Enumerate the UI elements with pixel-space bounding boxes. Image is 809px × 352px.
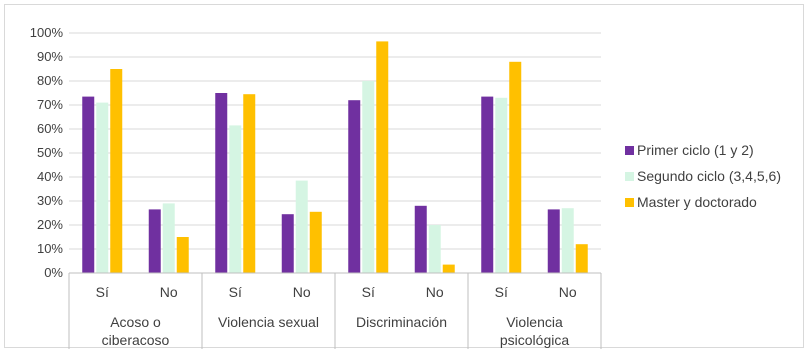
bar <box>110 69 123 273</box>
bar-chart: 0%10%20%30%40%50%60%70%80%90%100% Sí No Sí… <box>30 25 781 349</box>
bar <box>547 209 560 273</box>
group-label: ciberacoso <box>102 332 170 348</box>
y-tick-label: 100% <box>30 25 64 40</box>
bar <box>575 244 588 273</box>
legend-label: Primer ciclo (1 y 2) <box>637 142 754 158</box>
bar <box>96 102 109 273</box>
x-tick-label: No <box>426 284 444 300</box>
group-label: psicológica <box>500 332 569 348</box>
chart-frame: 0% 10% 20% 30% 40% 50% 60% 70% 80% 90% 100% Sí No Sí… <box>4 4 804 349</box>
group-label: Violencia <box>506 314 563 330</box>
bar <box>82 96 95 273</box>
x-tick-label: No <box>559 284 577 300</box>
bar <box>376 41 389 274</box>
y-tick-label: 90% <box>37 49 63 64</box>
group-label: Violencia sexual <box>218 314 319 330</box>
bar <box>481 96 494 273</box>
bar <box>428 225 441 273</box>
x-tick-label: Sí <box>229 284 242 300</box>
bar <box>243 94 256 273</box>
bar <box>295 180 308 273</box>
y-axis-ticks: 0% 10% 20% 30% 40% 50% 60% 70% 80% 90% 100% <box>30 25 64 280</box>
bar <box>561 208 574 273</box>
x-tick-label: Sí <box>362 284 375 300</box>
bar <box>348 100 361 273</box>
x-axis-labels: Sí No Sí No Sí No Sí No Acoso o ciberacoso Violenc… <box>96 284 577 348</box>
y-tick-label: 70% <box>37 97 63 112</box>
bar <box>509 61 522 273</box>
bar <box>442 264 455 273</box>
group-label: Discriminación <box>356 314 447 330</box>
legend: Primer ciclo (1 y 2) Segundo ciclo (3,4,5… <box>625 142 781 210</box>
x-tick-label: Sí <box>96 284 109 300</box>
bar <box>309 211 322 273</box>
bar <box>176 237 189 273</box>
bar <box>495 97 508 273</box>
y-tick-label: 60% <box>37 121 63 136</box>
x-tick-label: No <box>293 284 311 300</box>
group-label: Acoso o <box>110 314 161 330</box>
y-tick-label: 80% <box>37 73 63 88</box>
legend-swatch <box>625 172 634 181</box>
y-tick-label: 0% <box>44 265 63 280</box>
x-tick-label: No <box>160 284 178 300</box>
bars <box>82 41 588 274</box>
bar <box>362 81 375 273</box>
x-tick-label: Sí <box>495 284 508 300</box>
legend-swatch <box>625 146 634 155</box>
y-tick-label: 50% <box>37 145 63 160</box>
bar <box>162 203 175 273</box>
y-tick-label: 40% <box>37 169 63 184</box>
legend-label: Segundo ciclo (3,4,5,6) <box>637 168 781 184</box>
bar <box>215 93 228 273</box>
y-tick-label: 20% <box>37 217 63 232</box>
bar <box>229 125 242 274</box>
bar <box>414 205 427 273</box>
y-tick-label: 10% <box>37 241 63 256</box>
legend-swatch <box>625 198 634 207</box>
legend-label: Master y doctorado <box>637 194 757 210</box>
y-tick-label: 30% <box>37 193 63 208</box>
bar <box>281 214 294 273</box>
bar <box>148 209 161 273</box>
x-axis <box>68 272 602 349</box>
